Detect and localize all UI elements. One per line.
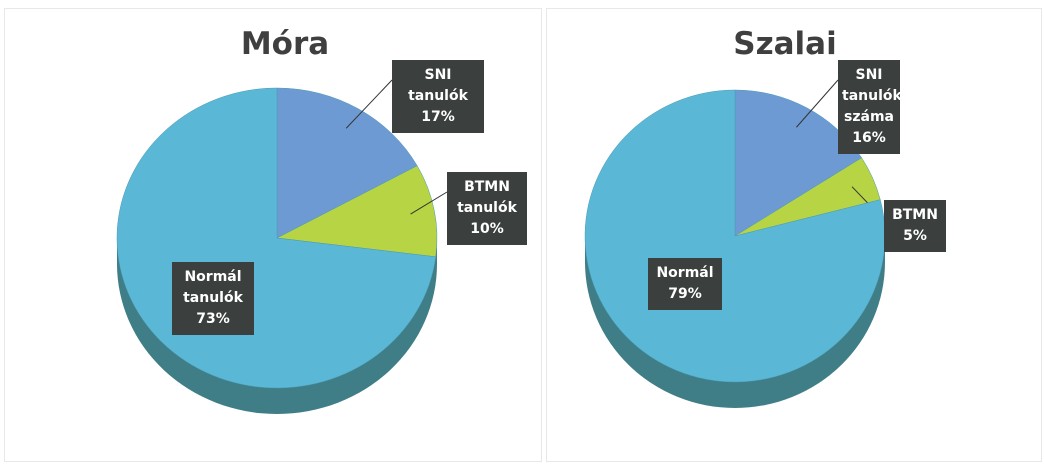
data-label: SNI tanulók száma 16% (838, 60, 902, 154)
data-label: BTMN tanulók 10% (447, 172, 527, 245)
chart-title: Szalai (733, 26, 837, 62)
leader-line (796, 79, 839, 128)
label-text: BTMN tanulók (457, 179, 517, 216)
pie-slice (276, 87, 418, 239)
label-text: SNI tanulók száma (842, 67, 902, 125)
data-label: BTMN 5% (884, 200, 946, 252)
pie-slice (276, 165, 438, 258)
label-text: 73% (196, 311, 230, 327)
label-text: 79% (668, 286, 702, 302)
data-label: Normál 79% (648, 258, 722, 310)
label-text: BTMN (892, 207, 938, 223)
label-text: 10% (470, 221, 504, 237)
label-text: 16% (852, 130, 886, 146)
label-text: Normál (656, 265, 714, 281)
leader-line (345, 79, 393, 129)
label-text: 17% (421, 109, 455, 125)
leader-line (410, 191, 448, 215)
label-text: 5% (903, 228, 927, 244)
label-text: SNI tanulók (408, 67, 468, 104)
label-text: Normál tanulók (183, 269, 243, 306)
data-label: SNI tanulók 17% (392, 60, 484, 133)
data-label: Normál tanulók 73% (172, 262, 254, 335)
chart-title: Móra (240, 26, 330, 62)
